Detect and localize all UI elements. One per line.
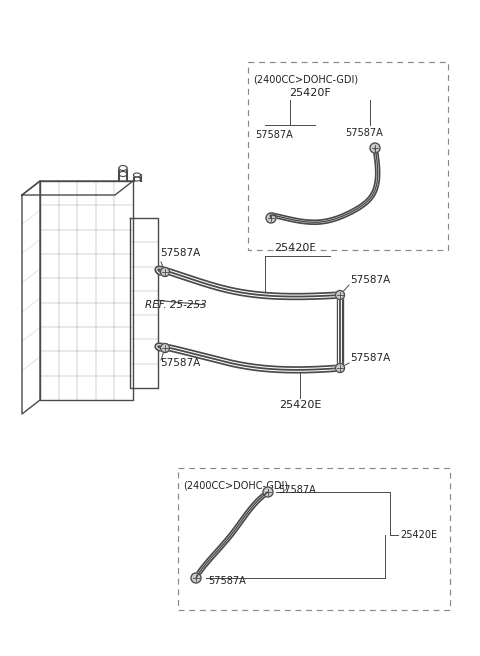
Text: 57587A: 57587A [345,128,383,138]
Circle shape [160,344,169,352]
Circle shape [336,291,345,300]
Text: 57587A: 57587A [350,275,390,285]
Text: 57587A: 57587A [160,358,200,368]
Circle shape [336,363,345,373]
Text: 57587A: 57587A [160,248,200,258]
Circle shape [266,213,276,223]
Circle shape [191,573,201,583]
Text: 57587A: 57587A [350,353,390,363]
Text: 57587A: 57587A [255,130,293,140]
Circle shape [263,487,273,497]
Ellipse shape [119,165,127,171]
Text: 25420E: 25420E [400,530,437,540]
Circle shape [370,143,380,153]
Circle shape [160,268,169,276]
Text: 25420E: 25420E [279,400,321,410]
Text: (2400CC>DOHC-GDI): (2400CC>DOHC-GDI) [183,481,288,491]
Text: (2400CC>DOHC-GDI): (2400CC>DOHC-GDI) [253,75,358,85]
Text: 25420F: 25420F [289,88,331,98]
Text: REF. 25-253: REF. 25-253 [145,300,207,310]
Text: 57587A: 57587A [208,576,246,586]
Text: 25420F: 25420F [274,243,316,253]
Ellipse shape [133,173,141,177]
Text: 57587A: 57587A [278,485,316,495]
Bar [178,468,450,610]
Bar [248,62,448,250]
